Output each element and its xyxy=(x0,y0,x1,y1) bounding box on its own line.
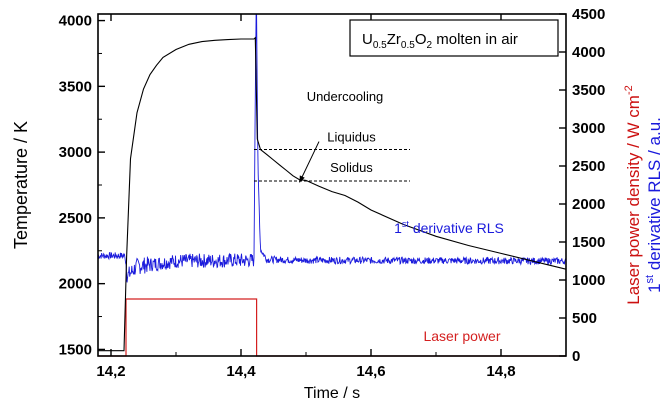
y-left-tick-label: 1500 xyxy=(59,341,92,358)
annotation-layer: Undercooling Liquidus Solidus 1st derivativ… xyxy=(254,89,504,344)
y-left-tick-label: 3500 xyxy=(59,78,92,95)
y-right-tick-label: 500 xyxy=(572,310,597,327)
y-axis-right-label-laser: Laser power density / W cm-2 xyxy=(623,85,643,305)
y-right-tick-label: 0 xyxy=(572,348,580,365)
rls-derivative-line xyxy=(97,13,567,283)
y-right-tick-label: 3000 xyxy=(572,120,605,137)
y-axis-right-label-rls: 1st derivative RLS / a.u. xyxy=(644,117,664,293)
rls-axis-label-1: 1 xyxy=(645,283,664,292)
legend-text: U0.5Zr0.5O2 molten in air xyxy=(362,31,518,51)
plot-frame xyxy=(97,13,567,357)
series-layer xyxy=(97,13,567,357)
solidus-label: Solidus xyxy=(330,160,373,175)
rls-axis-label-sup: st xyxy=(644,275,656,284)
y-right-tick-label: 2000 xyxy=(572,196,605,213)
y-left-tick-label: 2500 xyxy=(59,210,92,227)
y-right-tick-label: 4000 xyxy=(572,44,605,61)
liquidus-label: Liquidus xyxy=(327,130,376,145)
rls-series-label: 1st derivative RLS xyxy=(394,219,504,236)
rls-axis-label-text: derivative RLS / a.u. xyxy=(645,117,664,275)
x-axis-label: Time / s xyxy=(304,385,360,402)
x-tick-label: 14,2 xyxy=(96,363,125,380)
undercooling-arrow-shaft xyxy=(299,141,320,183)
laser-axis-label-sup: -2 xyxy=(623,85,635,95)
x-tick-label: 14,6 xyxy=(356,363,385,380)
laser-axis-label-text: Laser power density / W cm xyxy=(624,95,643,305)
legend-box xyxy=(349,19,559,57)
ticks-layer: 14,2 14,4 14,6 14,8 1500 2000 2500 3000 3500 4000… xyxy=(59,6,606,380)
y-right-tick-label: 3500 xyxy=(572,82,605,99)
x-tick-label: 14,4 xyxy=(226,363,256,380)
undercooling-arrow-head xyxy=(299,175,305,183)
x-tick-label: 14,8 xyxy=(486,363,515,380)
y-left-tick-label: 3000 xyxy=(59,144,92,161)
undercooling-label: Undercooling xyxy=(307,89,384,104)
y-axis-left-label: Temperature / K xyxy=(11,121,31,249)
y-right-tick-label: 1000 xyxy=(572,272,605,289)
y-right-tick-label: 2500 xyxy=(572,158,605,175)
temperature-line xyxy=(98,36,567,352)
laser-series-label: Laser power xyxy=(423,328,500,344)
y-right-tick-label: 4500 xyxy=(572,6,605,23)
y-left-tick-label: 2000 xyxy=(59,276,92,293)
y-left-tick-label: 4000 xyxy=(59,13,92,30)
y-right-tick-label: 1500 xyxy=(572,234,605,251)
